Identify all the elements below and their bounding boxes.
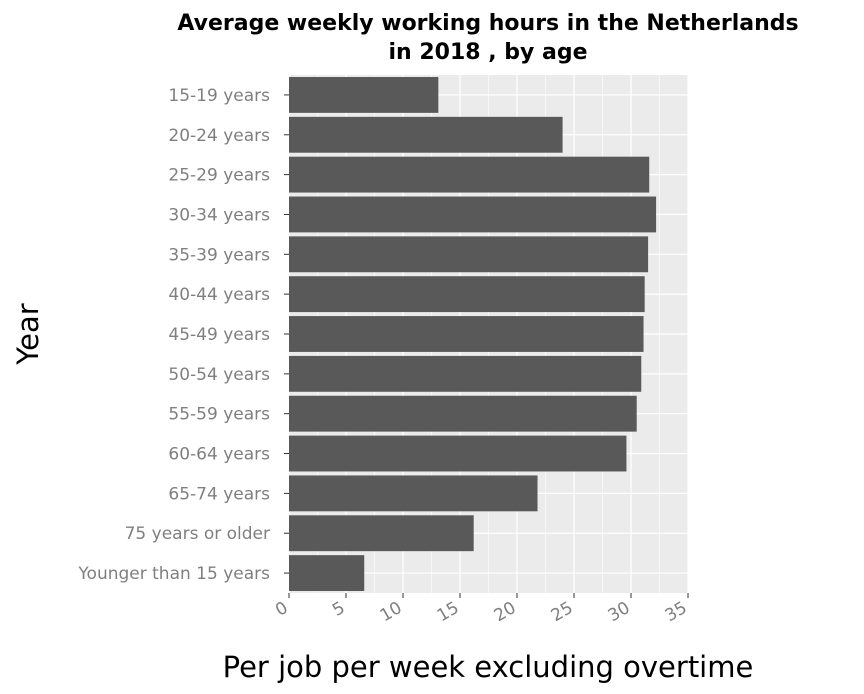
bar bbox=[289, 435, 627, 472]
x-tick-label: 25 bbox=[548, 598, 577, 626]
y-axis-title: Year bbox=[11, 303, 45, 365]
bar bbox=[289, 355, 642, 392]
bar bbox=[289, 116, 563, 153]
x-tick-label: 5 bbox=[329, 598, 348, 621]
bar bbox=[289, 475, 538, 512]
x-tick-label: 20 bbox=[491, 598, 520, 626]
bar bbox=[289, 236, 649, 273]
bar bbox=[289, 515, 474, 552]
y-tick-label: 55-59 years bbox=[168, 405, 270, 425]
y-tick-label: 20-24 years bbox=[168, 126, 270, 146]
y-tick-label: 60-64 years bbox=[168, 445, 270, 465]
x-axis-ticks: 0 5 10 15 20 25 30 35 bbox=[272, 593, 691, 626]
y-tick-label: 45-49 years bbox=[168, 325, 270, 345]
x-tick-label: 30 bbox=[605, 598, 634, 626]
bar bbox=[289, 196, 657, 233]
y-tick-label: 35-39 years bbox=[168, 245, 270, 265]
y-tick-label: 30-34 years bbox=[168, 205, 270, 225]
x-tick-label: 10 bbox=[377, 598, 406, 626]
bar bbox=[289, 395, 637, 432]
y-tick-label: Younger than 15 years bbox=[77, 564, 270, 584]
y-tick-label: 15-19 years bbox=[168, 86, 270, 106]
x-axis-title: Per job per week excluding overtime bbox=[223, 650, 754, 684]
bar bbox=[289, 76, 439, 113]
bar bbox=[289, 276, 645, 313]
y-tick-label: 65-74 years bbox=[168, 484, 270, 504]
chart-title-line-2: in 2018 , by age bbox=[388, 40, 587, 65]
bar bbox=[289, 555, 365, 592]
y-tick-label: 40-44 years bbox=[168, 285, 270, 305]
x-tick-label: 0 bbox=[272, 598, 291, 621]
bars bbox=[289, 76, 657, 592]
x-tick-label: 15 bbox=[434, 598, 463, 626]
y-axis-ticks: 15-19 years 20-24 years 25-29 years 30-34 y… bbox=[77, 86, 289, 584]
x-tick-label: 35 bbox=[662, 598, 691, 626]
y-tick-label: 25-29 years bbox=[168, 166, 270, 186]
bar bbox=[289, 316, 644, 352]
bar bbox=[289, 156, 650, 193]
chart-title-line-1: Average weekly working hours in the Neth… bbox=[177, 11, 798, 36]
y-tick-label: 50-54 years bbox=[168, 365, 270, 385]
y-tick-label: 75 years or older bbox=[125, 524, 270, 544]
